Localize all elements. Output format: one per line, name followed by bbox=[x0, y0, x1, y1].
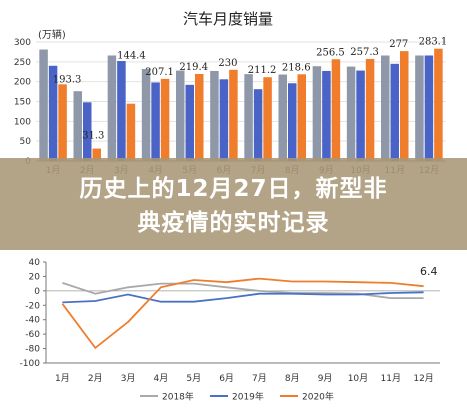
line-chart-axes: -100 -80 -60 -40 -20 0 20 40 1月 2月 3月 4月 5月 6月 7月 8月 9月 1… bbox=[20, 258, 440, 384]
bar bbox=[126, 103, 136, 161]
line-x-tick-label: 12月 bbox=[413, 373, 433, 384]
bar-data-label: 211.2 bbox=[248, 65, 277, 76]
series-line bbox=[61, 277, 424, 350]
bar bbox=[288, 83, 297, 161]
bar-y-tick-label: 250 bbox=[14, 58, 31, 68]
bar-y-tick-label: 150 bbox=[14, 98, 31, 108]
series-line bbox=[62, 291, 424, 304]
bar bbox=[73, 91, 82, 161]
bar bbox=[39, 49, 48, 161]
line-x-tick-label: 11月 bbox=[381, 373, 401, 384]
line-x-tick-label: 4月 bbox=[154, 373, 169, 384]
bar bbox=[297, 74, 306, 161]
line-x-tick-label: 3月 bbox=[121, 373, 136, 384]
bar-y-tick-label: 300 bbox=[14, 38, 31, 48]
headline-banner bbox=[0, 158, 467, 250]
bar bbox=[141, 68, 151, 161]
bar-chart-data-labels: 193.3 31.3 144.4 207.1 219.4 230 211.2 218.6 256… bbox=[53, 37, 447, 142]
bar-data-label: 257.3 bbox=[350, 47, 379, 58]
line-y-tick-label: 20 bbox=[29, 272, 41, 282]
bar-data-label: 219.4 bbox=[179, 62, 208, 73]
monthly-sales-bar-chart: 汽车月度销量 (万辆) 0501001502002503001月2月3月4月5月… bbox=[14, 10, 447, 176]
bar bbox=[253, 89, 263, 161]
bar bbox=[424, 55, 434, 162]
line-x-tick-label: 10月 bbox=[348, 373, 368, 384]
line-x-tick-label: 7月 bbox=[252, 373, 267, 384]
bar-y-tick-label: 200 bbox=[14, 78, 31, 88]
growth-line-chart: -100 -80 -60 -40 -20 0 20 40 1月 2月 3月 4月 5月 6月 7月 8月 9月 1… bbox=[20, 258, 440, 403]
bar-y-tick-label: 50 bbox=[20, 137, 32, 147]
bar bbox=[400, 51, 409, 161]
bar bbox=[312, 66, 322, 161]
bar bbox=[48, 65, 58, 161]
line-y-tick-label: -60 bbox=[25, 330, 40, 340]
legend-label: 2020年 bbox=[302, 391, 334, 403]
headline-text: 历史上的12月27日，新型非 典疫情的实时记录 bbox=[0, 172, 467, 240]
bar-y-tick-label: 100 bbox=[14, 117, 31, 127]
bar bbox=[210, 70, 219, 161]
bar bbox=[229, 69, 238, 161]
bar bbox=[185, 84, 194, 161]
line-x-tick-label: 6月 bbox=[219, 373, 234, 384]
bar bbox=[117, 61, 126, 161]
line-y-tick-label: -80 bbox=[25, 345, 40, 355]
bar-data-label: 283.1 bbox=[419, 37, 448, 48]
bar bbox=[331, 59, 341, 161]
bar bbox=[107, 55, 117, 162]
line-y-tick-label: 40 bbox=[29, 258, 41, 268]
bar bbox=[346, 66, 356, 161]
line-y-tick-label: 0 bbox=[34, 287, 40, 297]
bar-data-label: 207.1 bbox=[145, 67, 174, 78]
line-x-tick-label: 2月 bbox=[88, 373, 103, 384]
bar-chart-bars bbox=[39, 48, 443, 162]
bar bbox=[434, 48, 443, 161]
bar-data-label: 218.6 bbox=[282, 62, 311, 73]
bar bbox=[322, 70, 331, 161]
bar-chart-unit-label: (万辆) bbox=[38, 28, 66, 41]
bar bbox=[83, 102, 92, 161]
bar bbox=[151, 82, 160, 161]
legend-label: 2018年 bbox=[162, 391, 194, 403]
bar bbox=[176, 70, 185, 161]
bar bbox=[381, 55, 390, 162]
line-x-tick-label: 1月 bbox=[55, 373, 70, 384]
bar bbox=[390, 63, 399, 161]
line-x-tick-label: 5月 bbox=[186, 373, 201, 384]
line-chart-legend: 2018年 2019年 2020年 bbox=[140, 391, 334, 403]
bar bbox=[415, 55, 424, 162]
bar bbox=[263, 77, 272, 161]
headline-line-1: 历史上的12月27日，新型非 bbox=[79, 176, 388, 202]
bar bbox=[92, 148, 101, 161]
line-y-tick-label: -100 bbox=[20, 359, 41, 369]
bar bbox=[160, 78, 170, 161]
bar-data-label: 277 bbox=[389, 39, 408, 50]
bar bbox=[244, 74, 253, 161]
legend-label: 2019年 bbox=[232, 391, 264, 403]
bar bbox=[219, 79, 229, 161]
bar bbox=[278, 74, 287, 161]
line-x-tick-label: 9月 bbox=[318, 373, 333, 384]
bar-data-label: 256.5 bbox=[316, 47, 345, 58]
bar-data-label: 31.3 bbox=[82, 131, 104, 142]
bar bbox=[58, 84, 67, 161]
line-chart-annotation: 6.4 bbox=[420, 265, 438, 278]
bar bbox=[356, 70, 365, 161]
bar-data-label: 193.3 bbox=[53, 74, 82, 85]
bar-data-label: 230 bbox=[218, 58, 237, 69]
bar bbox=[195, 73, 204, 161]
bar-chart-title: 汽车月度销量 bbox=[183, 10, 273, 28]
line-chart-series bbox=[61, 277, 424, 350]
line-y-tick-label: -20 bbox=[25, 301, 40, 311]
line-x-tick-label: 8月 bbox=[285, 373, 300, 384]
bar bbox=[365, 58, 375, 161]
headline-line-2: 典疫情的实时记录 bbox=[137, 210, 330, 236]
line-y-tick-label: -40 bbox=[25, 316, 40, 326]
bar-data-label: 144.4 bbox=[117, 51, 146, 62]
